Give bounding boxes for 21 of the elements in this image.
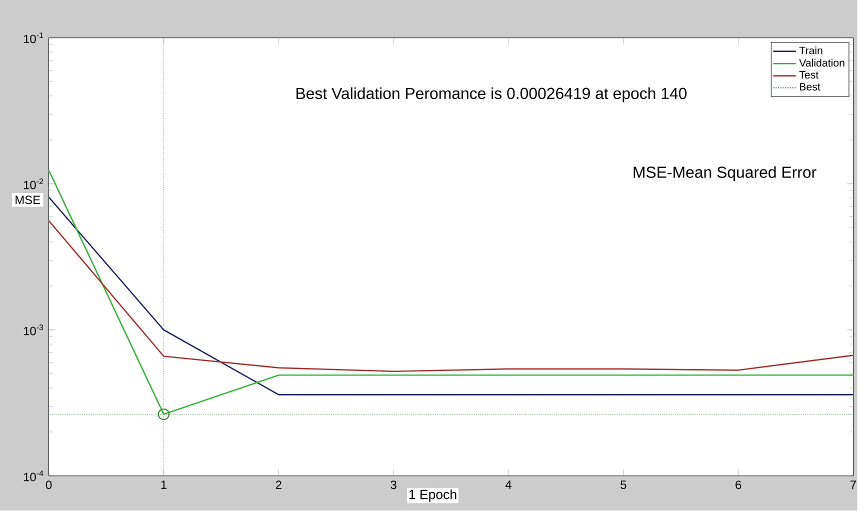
- line-series: [48, 220, 854, 372]
- annotation: MSE-Mean Squared Error: [634, 166, 816, 182]
- x-tick-label: 7: [850, 480, 856, 489]
- y-tick-label: 10$^{-3}$: [24, 324, 44, 336]
- y-tick-label: 10$^{-2}$: [24, 178, 44, 190]
- legend-label: Best: [800, 83, 820, 91]
- x-tick-label: 6: [736, 480, 742, 490]
- x-tick-label: 3: [390, 480, 396, 490]
- x-axis-title: 1 Epoch: [409, 490, 456, 502]
- y-tick-label: 10$^{-1}$: [24, 32, 44, 44]
- x-tick-label: 2: [276, 480, 282, 490]
- y-tick-label: 10$^{-4}$: [24, 470, 44, 482]
- x-tick-label: 4: [505, 480, 512, 489]
- x-tick-label: 0: [46, 480, 52, 490]
- y-axis-title: MSE: [16, 196, 40, 204]
- x-tick-label: 1: [161, 480, 166, 489]
- legend-label: Test: [799, 71, 819, 79]
- legend-label: Validation: [799, 58, 844, 67]
- legend-label: Train: [799, 46, 822, 54]
- annotation: Best Validation Peromance is 0.00026419 at epoch 140: [296, 88, 687, 102]
- x-tick-label: 5: [620, 480, 626, 490]
